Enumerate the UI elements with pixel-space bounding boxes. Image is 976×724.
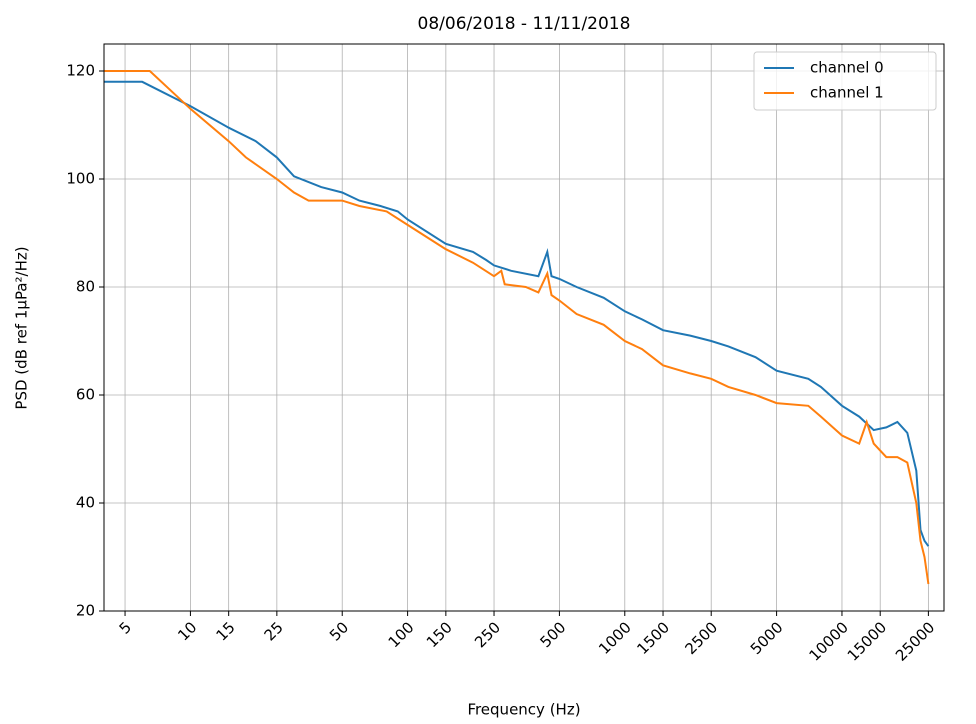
x-tick-label: 250 (471, 618, 504, 651)
x-tick-label: 25 (261, 618, 287, 644)
y-tick-label: 20 (76, 602, 95, 620)
plot (104, 70, 930, 585)
y-tick-label: 60 (76, 386, 95, 404)
y-tick-label: 120 (66, 62, 95, 80)
x-tick-label: 150 (423, 618, 456, 651)
x-tick-label: 1500 (633, 618, 673, 658)
x-tick-label: 5 (116, 618, 135, 637)
x-tick-label: 50 (326, 618, 352, 644)
x-tick-label: 500 (536, 618, 569, 651)
y-tick-label: 80 (76, 278, 95, 296)
plot-frame (103, 43, 945, 612)
x-tick-label: 5000 (747, 618, 787, 658)
line (104, 80, 930, 547)
x-tick-label: 1000 (595, 618, 635, 658)
x-tick-label: 15 (212, 618, 238, 644)
line (104, 70, 930, 585)
y-tick-label: 100 (66, 170, 95, 188)
x-tick-label: 15000 (844, 618, 890, 664)
legend-label: channel 0 (810, 59, 884, 77)
chart-title: 08/06/2018 - 11/11/2018 (418, 14, 631, 34)
x-tick-label: 100 (385, 618, 418, 651)
x-tick-label: 10000 (806, 618, 852, 664)
y-tick-label: 40 (76, 494, 95, 512)
y-axis-label: PSD (dB ref 1µPa²/Hz) (13, 246, 31, 409)
x-tick-label: 2500 (681, 618, 721, 658)
x-tick-label: 25000 (892, 618, 938, 664)
legend-box (753, 51, 937, 111)
legend-label: channel 1 (810, 84, 884, 102)
x-axis-label: Frequency (Hz) (467, 701, 580, 719)
x-tick-label: 10 (174, 618, 200, 644)
